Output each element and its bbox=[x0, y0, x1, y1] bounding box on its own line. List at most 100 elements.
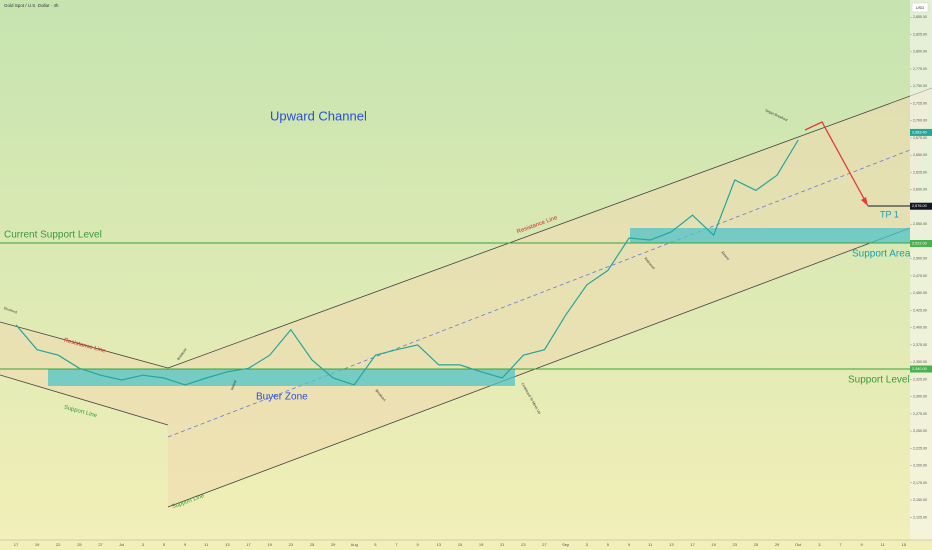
y-tick-label: 2,175.00 bbox=[913, 481, 927, 485]
channel-line bbox=[167, 227, 911, 508]
x-tick-label: 29 bbox=[331, 542, 336, 547]
annotation: Support Level bbox=[848, 375, 910, 386]
annotation: Current Support Level bbox=[4, 230, 102, 241]
price-marker bbox=[910, 202, 932, 210]
x-tick-label: 13 bbox=[669, 542, 674, 547]
y-tick-label: 2,375.00 bbox=[913, 343, 927, 347]
y-tick-label: 2,775.00 bbox=[913, 67, 927, 71]
y-tick-label: 2,200.00 bbox=[913, 464, 927, 468]
y-tick-label: 2,625.00 bbox=[913, 170, 927, 174]
x-tick-label: 9 bbox=[628, 542, 631, 547]
y-tick-label: 2,475.00 bbox=[913, 274, 927, 278]
x-tick-label: 19 bbox=[479, 542, 484, 547]
x-tick-label: 9 bbox=[417, 542, 420, 547]
x-tick-label: 3 bbox=[586, 542, 589, 547]
price-marker bbox=[910, 365, 932, 373]
x-tick-label: 15 bbox=[902, 542, 907, 547]
y-tick-label: 2,750.00 bbox=[913, 84, 927, 88]
x-tick-label: 19 bbox=[35, 542, 40, 547]
x-tick-label: 5 bbox=[163, 542, 166, 547]
arrow-head bbox=[861, 197, 868, 206]
annotation: Retest bbox=[230, 380, 237, 391]
y-tick-label: 2,600.00 bbox=[913, 188, 927, 192]
x-tick-label: 13 bbox=[437, 542, 442, 547]
x-tick-label: 7 bbox=[839, 542, 842, 547]
y-tick-label: 2,225.00 bbox=[913, 446, 927, 450]
x-tick-label: 19 bbox=[711, 542, 716, 547]
x-tick-label: 13 bbox=[225, 542, 230, 547]
price-axis bbox=[910, 0, 932, 540]
x-tick-label: Jul bbox=[119, 542, 124, 547]
x-tick-label: 23 bbox=[289, 542, 294, 547]
price-line bbox=[15, 139, 799, 386]
x-tick-label: 23 bbox=[521, 542, 526, 547]
projection-arrow bbox=[804, 121, 869, 207]
chart-title: Gold Spot / U.S. Dollar · 4h bbox=[4, 3, 59, 8]
buyer-zone bbox=[48, 369, 515, 386]
annotation: TP 1 bbox=[880, 209, 899, 219]
y-tick-label: 2,550.00 bbox=[913, 222, 927, 226]
y-tick-label: 2,500.00 bbox=[913, 257, 927, 261]
x-tick-label: 15 bbox=[458, 542, 463, 547]
x-tick-label: 9 bbox=[860, 542, 863, 547]
x-tick-label: 11 bbox=[648, 542, 653, 547]
y-tick-label: 2,700.00 bbox=[913, 119, 927, 123]
y-tick-label: 2,150.00 bbox=[913, 498, 927, 502]
y-tick-label: 2,425.00 bbox=[913, 308, 927, 312]
x-tick-label: Oct bbox=[795, 542, 802, 547]
price-marker-label: 2,522.00 bbox=[912, 241, 927, 245]
y-tick-label: 2,850.00 bbox=[913, 15, 927, 19]
price-marker bbox=[910, 128, 932, 136]
y-tick-label: 2,800.00 bbox=[913, 50, 927, 54]
x-tick-label: 3 bbox=[818, 542, 821, 547]
price-marker-label: 2,340.00 bbox=[912, 367, 927, 371]
price-marker-label: 2,576.00 bbox=[912, 204, 927, 208]
x-tick-label: Aug bbox=[351, 542, 358, 547]
y-tick-label: 2,275.00 bbox=[913, 412, 927, 416]
x-tick-label: 5 bbox=[607, 542, 610, 547]
y-tick-label: 2,450.00 bbox=[913, 291, 927, 295]
annotation: Breakout bbox=[176, 347, 187, 361]
channel-line bbox=[0, 321, 169, 369]
x-tick-label: Sep bbox=[562, 542, 570, 547]
x-tick-label: 27 bbox=[542, 542, 547, 547]
price-marker-label: 2,683.40 bbox=[912, 130, 927, 134]
x-tick-label: 11 bbox=[881, 542, 886, 547]
y-tick-label: 2,825.00 bbox=[913, 32, 927, 36]
y-tick-label: 2,400.00 bbox=[913, 326, 927, 330]
channel-line bbox=[0, 374, 169, 426]
currency-box bbox=[911, 2, 929, 13]
price-marker bbox=[910, 239, 932, 247]
x-tick-label: 7 bbox=[395, 542, 398, 547]
y-tick-label: 2,325.00 bbox=[913, 377, 927, 381]
x-tick-label: 17 bbox=[246, 542, 251, 547]
x-tick-label: 11 bbox=[204, 542, 209, 547]
x-tick-label: 25 bbox=[77, 542, 82, 547]
x-tick-label: 22 bbox=[56, 542, 61, 547]
x-tick-label: 9 bbox=[184, 542, 187, 547]
y-tick-label: 2,350.00 bbox=[913, 360, 927, 364]
y-tick-label: 2,250.00 bbox=[913, 429, 927, 433]
annotation: Declined bbox=[3, 306, 17, 314]
x-tick-label: 17 bbox=[690, 542, 695, 547]
currency: USD bbox=[916, 5, 925, 10]
x-tick-label: 23 bbox=[733, 542, 738, 547]
annotation: Support Area bbox=[852, 249, 911, 260]
x-tick-label: 5 bbox=[374, 542, 377, 547]
x-tick-label: 25 bbox=[754, 542, 759, 547]
x-tick-label: 27 bbox=[98, 542, 103, 547]
x-tick-label: 21 bbox=[500, 542, 505, 547]
x-tick-label: 17 bbox=[14, 542, 19, 547]
annotation: Buyer Zone bbox=[256, 392, 308, 403]
support-area bbox=[630, 228, 910, 243]
channel-line bbox=[167, 87, 932, 369]
annotation: Upward Channel bbox=[270, 108, 367, 123]
x-tick-label: 25 bbox=[310, 542, 315, 547]
x-tick-label: 3 bbox=[142, 542, 145, 547]
upward-channel bbox=[168, 88, 932, 507]
y-tick-label: 2,650.00 bbox=[913, 153, 927, 157]
y-tick-label: 2,725.00 bbox=[913, 101, 927, 105]
x-tick-label: 29 bbox=[775, 542, 780, 547]
y-tick-label: 2,300.00 bbox=[913, 395, 927, 399]
